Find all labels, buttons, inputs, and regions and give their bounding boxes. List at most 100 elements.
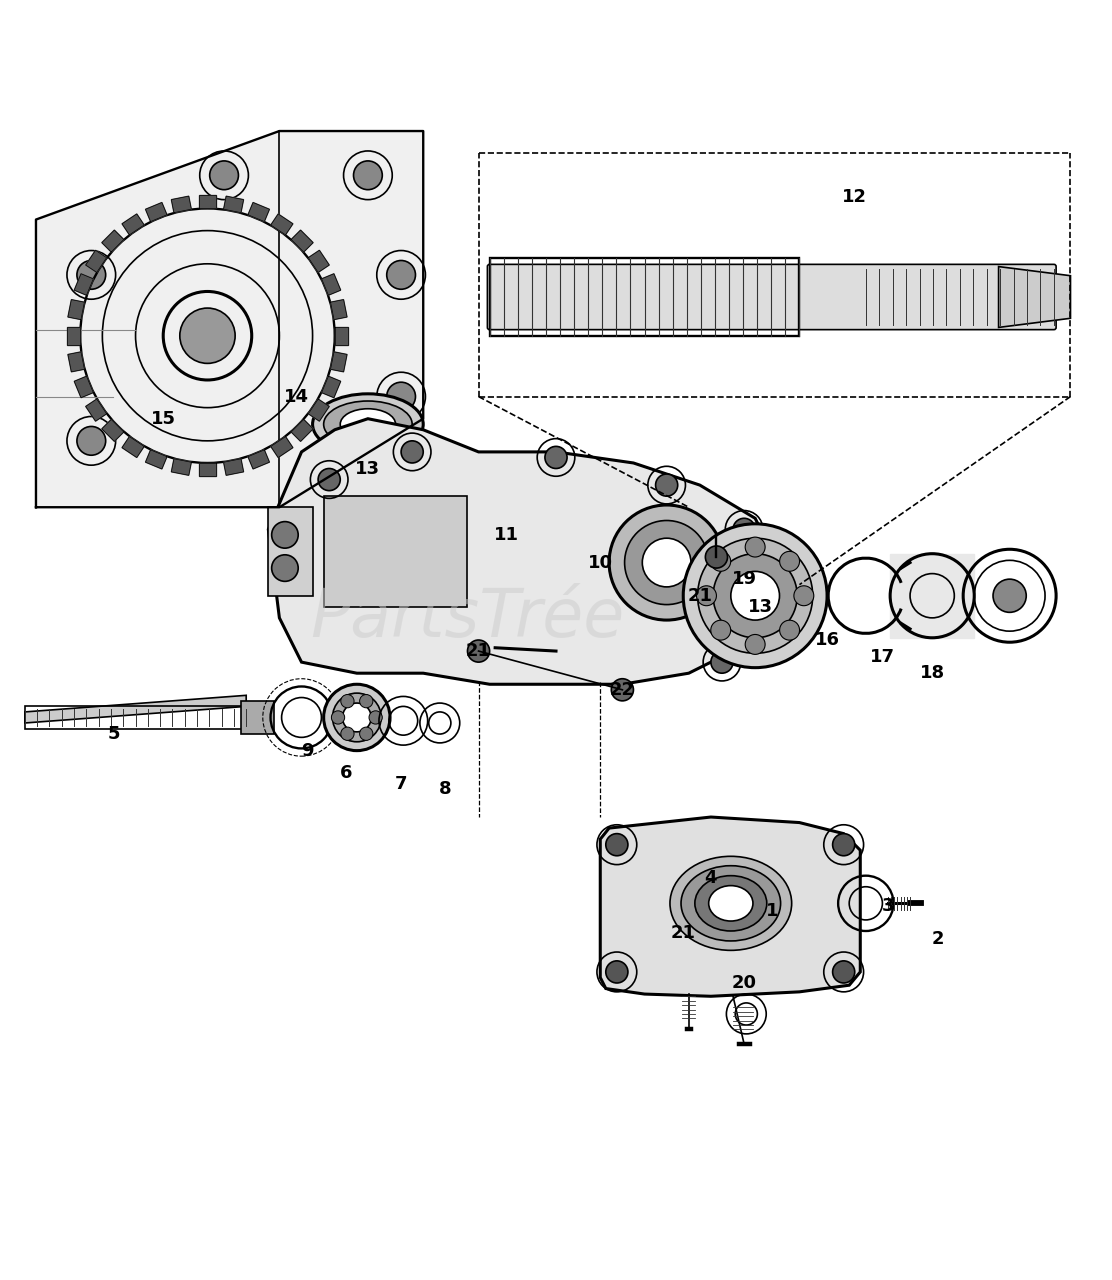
Text: 21: 21	[671, 924, 696, 942]
Polygon shape	[600, 817, 861, 996]
Polygon shape	[999, 266, 1071, 328]
Polygon shape	[291, 230, 314, 252]
Text: 17: 17	[870, 648, 895, 666]
Text: 8: 8	[439, 781, 451, 799]
Polygon shape	[330, 300, 347, 320]
Circle shape	[606, 961, 628, 983]
Text: 22: 22	[609, 681, 635, 699]
FancyBboxPatch shape	[487, 265, 1056, 330]
Circle shape	[271, 522, 298, 548]
Circle shape	[612, 678, 634, 701]
Circle shape	[387, 261, 416, 289]
Polygon shape	[146, 202, 167, 221]
Polygon shape	[308, 251, 329, 273]
Polygon shape	[291, 420, 314, 442]
Circle shape	[354, 161, 383, 189]
Polygon shape	[146, 449, 167, 468]
Polygon shape	[122, 436, 145, 457]
Circle shape	[780, 621, 800, 640]
Polygon shape	[199, 196, 217, 209]
Circle shape	[745, 635, 765, 654]
Circle shape	[625, 521, 708, 604]
Circle shape	[711, 621, 731, 640]
Polygon shape	[67, 326, 80, 344]
Text: 1: 1	[765, 902, 778, 920]
Polygon shape	[268, 419, 777, 685]
Circle shape	[780, 552, 800, 571]
Circle shape	[340, 727, 354, 740]
Polygon shape	[86, 251, 107, 273]
Polygon shape	[335, 326, 348, 344]
Circle shape	[683, 524, 827, 668]
Polygon shape	[86, 399, 107, 421]
Ellipse shape	[669, 856, 792, 950]
Polygon shape	[248, 449, 269, 468]
Text: 21: 21	[687, 586, 713, 604]
Circle shape	[656, 474, 677, 497]
Circle shape	[180, 308, 235, 364]
Text: 14: 14	[284, 388, 308, 406]
Circle shape	[643, 538, 691, 588]
Text: 13: 13	[356, 460, 380, 477]
Circle shape	[833, 961, 855, 983]
Text: 12: 12	[842, 188, 867, 206]
Circle shape	[331, 710, 345, 724]
Polygon shape	[102, 230, 123, 252]
Circle shape	[993, 579, 1026, 612]
Text: 18: 18	[920, 664, 945, 682]
Circle shape	[545, 447, 567, 468]
Circle shape	[711, 552, 731, 571]
Circle shape	[271, 554, 298, 581]
Ellipse shape	[324, 401, 413, 448]
Circle shape	[318, 468, 340, 490]
Circle shape	[342, 703, 371, 732]
Text: 4: 4	[705, 869, 717, 887]
Text: 7: 7	[395, 774, 407, 792]
Polygon shape	[24, 695, 246, 723]
Text: 16: 16	[815, 631, 840, 649]
Polygon shape	[271, 436, 292, 457]
Ellipse shape	[708, 886, 753, 922]
Polygon shape	[321, 274, 340, 296]
Polygon shape	[68, 300, 85, 320]
Circle shape	[77, 426, 106, 456]
Circle shape	[733, 518, 755, 540]
Text: 5: 5	[107, 724, 120, 744]
Polygon shape	[308, 399, 329, 421]
Circle shape	[359, 695, 373, 708]
Text: 9: 9	[301, 741, 314, 759]
Text: 15: 15	[151, 410, 176, 428]
Polygon shape	[268, 507, 312, 595]
Polygon shape	[321, 376, 340, 398]
Circle shape	[332, 692, 381, 742]
Circle shape	[369, 710, 383, 724]
Circle shape	[697, 538, 813, 653]
Ellipse shape	[681, 865, 781, 941]
Polygon shape	[224, 196, 244, 212]
Polygon shape	[171, 458, 191, 475]
Polygon shape	[324, 497, 467, 607]
Ellipse shape	[340, 408, 396, 440]
Text: 11: 11	[494, 526, 518, 544]
Ellipse shape	[312, 394, 424, 454]
Circle shape	[210, 161, 238, 189]
Text: 13: 13	[748, 598, 773, 616]
Circle shape	[745, 538, 765, 557]
Polygon shape	[102, 420, 123, 442]
Text: 3: 3	[882, 896, 894, 914]
Circle shape	[340, 695, 354, 708]
Text: 2: 2	[932, 929, 944, 947]
Circle shape	[696, 586, 716, 605]
Circle shape	[324, 685, 390, 750]
Circle shape	[705, 547, 727, 568]
Circle shape	[609, 506, 724, 620]
Circle shape	[387, 383, 416, 411]
Polygon shape	[240, 701, 274, 733]
Polygon shape	[75, 376, 93, 398]
Circle shape	[833, 833, 855, 856]
Polygon shape	[271, 214, 292, 234]
Text: 10: 10	[588, 553, 613, 572]
Circle shape	[359, 727, 373, 740]
Polygon shape	[36, 131, 424, 507]
Circle shape	[606, 833, 628, 856]
